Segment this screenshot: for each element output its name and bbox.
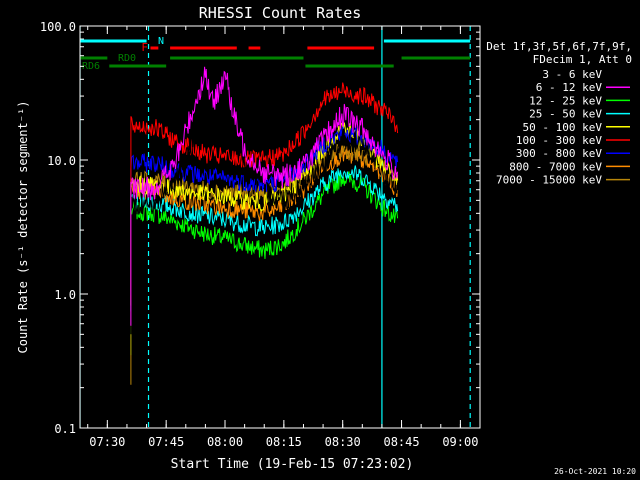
flag-bar-3-0 <box>109 64 167 68</box>
series-line-3 <box>130 165 399 312</box>
flag-bar-2-1 <box>170 56 304 60</box>
series-line-2 <box>130 171 399 356</box>
y-tick-label: 100.0 <box>40 20 76 34</box>
flag-label-3: RD6 <box>82 61 100 72</box>
legend-label-6: 300 - 800 keV <box>516 147 602 160</box>
flag-label-2: RD0 <box>118 53 136 64</box>
x-tick-label: 07:45 <box>148 435 184 449</box>
x-tick-label: 07:30 <box>89 435 125 449</box>
flag-bar-0-0 <box>80 39 147 43</box>
x-tick-label: 08:45 <box>383 435 419 449</box>
x-tick-label: 08:15 <box>266 435 302 449</box>
legend-header-line-2: FDecim 1, Att 0 <box>533 53 632 66</box>
flag-bar-1-2 <box>248 46 261 50</box>
legend-label-3: 25 - 50 keV <box>529 108 602 121</box>
legend-label-4: 50 - 100 keV <box>523 121 603 134</box>
flag-bar-1-3 <box>307 46 375 50</box>
flag-label-0: N <box>158 36 164 47</box>
x-axis-label: Start Time (19-Feb-15 07:23:02) <box>171 457 414 472</box>
flag-label-1: F <box>141 41 148 54</box>
legend-label-0: 3 - 6 keV <box>542 68 602 81</box>
x-tick-label: 09:00 <box>442 435 478 449</box>
series-line-5 <box>130 82 399 301</box>
generated-timestamp: 26-Oct-2021 10:20 <box>554 467 636 476</box>
x-tick-label: 08:30 <box>325 435 361 449</box>
y-tick-label: 0.1 <box>54 422 76 436</box>
x-tick-label: 08:00 <box>207 435 243 449</box>
plot-frame <box>79 25 481 429</box>
flag-bar-1-0 <box>150 46 159 50</box>
chart-title: RHESSI Count Rates <box>199 4 362 22</box>
legend-label-7: 800 - 7000 keV <box>509 160 602 173</box>
legend-label-2: 12 - 25 keV <box>529 94 602 107</box>
flag-bar-1-1 <box>170 46 237 50</box>
flag-bar-0-1 <box>383 39 471 43</box>
y-axis-label: Count Rate (s⁻¹ detector segment⁻¹) <box>16 101 30 354</box>
legend-label-8: 7000 - 15000 keV <box>496 174 602 187</box>
legend-label-1: 6 - 12 keV <box>536 81 603 94</box>
flag-bar-3-1 <box>305 64 394 68</box>
legend-label-5: 100 - 300 keV <box>516 134 602 147</box>
series-line-1 <box>130 66 399 326</box>
flag-bar-2-2 <box>401 56 471 60</box>
y-tick-label: 10.0 <box>47 154 76 168</box>
flag-bar-2-0 <box>80 56 108 60</box>
y-tick-label: 1.0 <box>54 288 76 302</box>
legend-header-line-1: Det 1f,3f,5f,6f,7f,9f, <box>486 40 632 53</box>
legend: Det 1f,3f,5f,6f,7f,9f, FDecim 1, Att 0 3… <box>486 40 632 187</box>
